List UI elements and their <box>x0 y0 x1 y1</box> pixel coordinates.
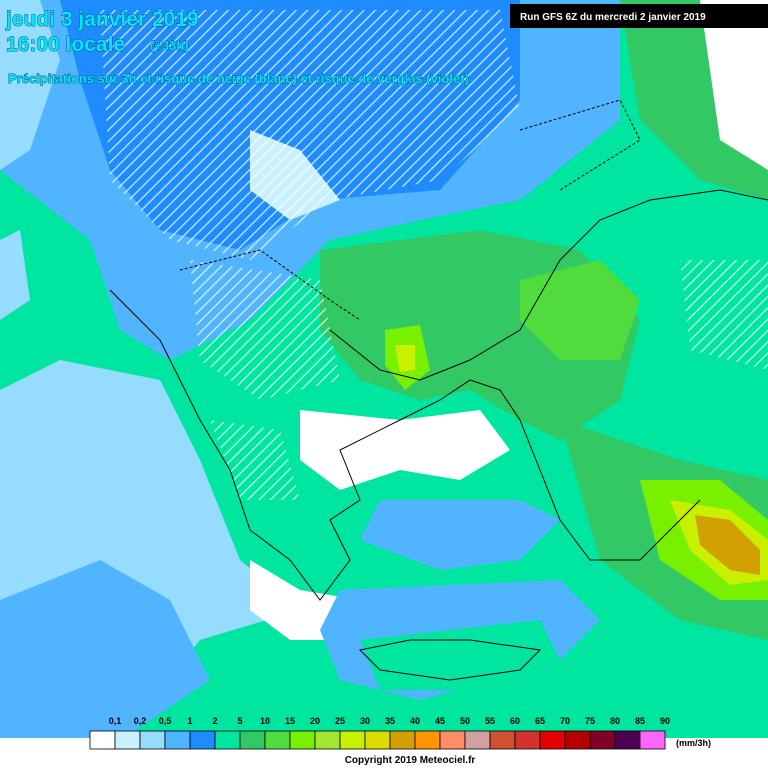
legend-tick-label: 90 <box>660 716 670 726</box>
legend-tick-label: 60 <box>510 716 520 726</box>
legend-swatch <box>364 730 391 750</box>
copyright: Copyright 2019 Meteociel.fr <box>345 755 476 766</box>
legend-tick-label: 40 <box>410 716 420 726</box>
legend-tick-label: 85 <box>635 716 645 726</box>
legend-swatch <box>614 730 641 750</box>
map-subtitle: Précipitations sur 3h et risque de neige… <box>8 71 469 86</box>
legend-swatch <box>214 730 241 750</box>
legend-swatch <box>239 730 266 750</box>
legend-tick-label: 0,5 <box>159 716 172 726</box>
legend-tick-label: 70 <box>560 716 570 726</box>
coastlines <box>109 99 768 681</box>
legend-swatch <box>564 730 591 750</box>
legend-tick-label: 75 <box>585 716 595 726</box>
legend-tick-label: 35 <box>385 716 395 726</box>
legend-tick-label: 65 <box>535 716 545 726</box>
legend-swatch <box>464 730 491 750</box>
legend-swatch <box>289 730 316 750</box>
run-label: Run GFS 6Z du mercredi 2 janvier 2019 <box>520 12 706 23</box>
legend-swatch <box>339 730 366 750</box>
legend-swatch <box>189 730 216 750</box>
legend-swatch <box>164 730 191 750</box>
legend-tick-label: 1 <box>187 716 192 726</box>
legend-tick-label: 0,1 <box>109 716 122 726</box>
legend-tick-label: 2 <box>212 716 217 726</box>
legend-tick-label: 10 <box>260 716 270 726</box>
legend-unit: (mm/3h) <box>676 738 711 748</box>
legend-tick-label: 45 <box>435 716 445 726</box>
forecast-time: 16:00 locale <box>6 33 125 56</box>
legend-swatch <box>114 730 141 750</box>
legend-swatch <box>314 730 341 750</box>
legend-tick-label: 30 <box>360 716 370 726</box>
legend-tick-label: 50 <box>460 716 470 726</box>
legend-swatch <box>139 730 166 750</box>
legend-swatch <box>264 730 291 750</box>
legend-tick-label: 20 <box>310 716 320 726</box>
legend-swatch <box>539 730 566 750</box>
legend-swatch <box>639 730 666 750</box>
forecast-date: jeudi 3 janvier 2019 <box>5 8 199 31</box>
legend: (mm/3h) Copyright 2019 Meteociel.fr 0,1 0… <box>89 716 711 766</box>
forecast-lead: (+33h) <box>150 38 189 53</box>
legend-tick-label: 5 <box>237 716 242 726</box>
legend-swatch <box>439 730 466 750</box>
legend-swatch <box>514 730 541 750</box>
legend-tick-label: 25 <box>335 716 345 726</box>
legend-swatch <box>589 730 616 750</box>
run-box <box>510 4 768 28</box>
legend-tick-label: 15 <box>285 716 295 726</box>
snow-risk-hatching <box>100 10 768 500</box>
legend-swatch <box>389 730 416 750</box>
legend-swatch <box>414 730 441 750</box>
legend-swatch <box>89 730 116 750</box>
header: jeudi 3 janvier 2019 16:00 locale (+33h)… <box>5 4 768 86</box>
legend-tick-label: 0,2 <box>134 716 147 726</box>
legend-swatch <box>489 730 516 750</box>
legend-tick-label: 80 <box>610 716 620 726</box>
legend-tick-label: 55 <box>485 716 495 726</box>
